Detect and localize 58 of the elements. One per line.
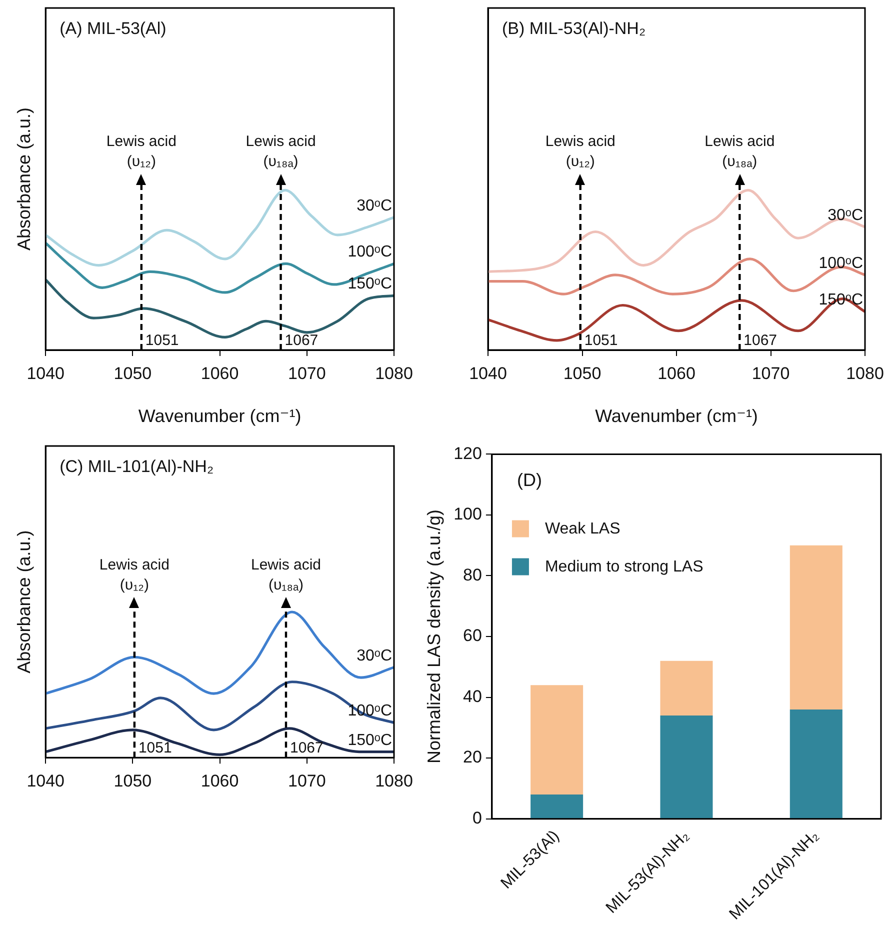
x-tick-label: 1060 xyxy=(200,364,239,383)
y-tick-label: 0 xyxy=(472,808,482,828)
annotation: 1067 xyxy=(284,332,318,349)
x-tick-label: 1080 xyxy=(375,364,413,383)
y-tick-label: 60 xyxy=(463,626,482,646)
chart-title: (A) MIL-53(Al) xyxy=(60,19,166,38)
legend-label: Weak LAS xyxy=(544,520,620,538)
ref-line-label: Lewis acid (υ₁₈ₐ) xyxy=(246,133,316,170)
x-tick-label: 1070 xyxy=(288,771,326,790)
chart-title: (C) MIL-101(Al)-NH₂ xyxy=(60,457,214,476)
x-axis-title: Wavenumber (cm⁻¹) xyxy=(138,406,302,426)
annotation: 1051 xyxy=(145,332,179,349)
y-tick-label: 120 xyxy=(454,444,482,463)
y-axis-title: Absorbance (a.u.) xyxy=(14,107,34,251)
x-tick-label: 1040 xyxy=(26,364,65,383)
y-tick-label: 40 xyxy=(463,686,482,706)
bar xyxy=(790,709,842,818)
chart-title: (B) MIL-53(Al)-NH₂ xyxy=(502,19,646,38)
ref-line-label: Lewis acid (υ₁₈ₐ) xyxy=(704,133,775,170)
annotation: 1051 xyxy=(584,332,618,349)
series-label: 100ᵒC xyxy=(818,254,863,272)
ref-line-label: Lewis acid (υ₁₂) xyxy=(106,133,176,170)
series-label: 30ᵒC xyxy=(828,206,863,224)
x-tick-label: 1060 xyxy=(658,364,696,383)
series-label: 150ᵒC xyxy=(348,732,392,749)
x-tick-label: 1050 xyxy=(114,364,152,383)
series-label: 100ᵒC xyxy=(348,244,392,261)
x-tick-label: 1080 xyxy=(375,771,413,790)
x-tick-label: 1070 xyxy=(752,364,790,383)
series-label: 30ᵒC xyxy=(356,647,392,664)
series-label: 150ᵒC xyxy=(348,276,392,293)
x-tick-label: 1060 xyxy=(200,771,239,790)
legend-label: Medium to strong LAS xyxy=(544,558,704,576)
x-tick-label: 1040 xyxy=(26,771,65,790)
y-tick-label: 100 xyxy=(454,504,482,524)
ref-line-label: Lewis acid (υ₁₂) xyxy=(99,556,170,594)
annotation: 1051 xyxy=(138,740,172,757)
x-axis-title: Wavenumber (cm⁻¹) xyxy=(595,406,758,426)
series-label: 30ᵒC xyxy=(356,197,392,214)
x-tick-label: 1050 xyxy=(114,771,152,790)
bar xyxy=(530,794,584,818)
bar xyxy=(660,716,713,818)
y-axis-title: Absorbance (a.u.) xyxy=(14,530,34,674)
x-tick-label: 1050 xyxy=(563,364,602,383)
y-tick-label: 20 xyxy=(463,748,482,767)
x-tick-label: 1040 xyxy=(469,364,507,383)
annotation: 1067 xyxy=(744,332,778,349)
ref-line-label: Lewis acid (υ₁₂) xyxy=(545,133,616,170)
bar xyxy=(790,545,842,710)
y-tick-label: 80 xyxy=(463,565,482,584)
x-tick-label: 1070 xyxy=(288,364,326,383)
annotation: 1067 xyxy=(290,740,324,757)
text: (D) xyxy=(516,470,542,490)
bar xyxy=(530,685,584,795)
ref-line-label: Lewis acid (υ₁₈ₐ) xyxy=(250,556,322,594)
y-axis-title: Normalized LAS density (a.u./g) xyxy=(424,509,444,764)
x-tick-label: 1080 xyxy=(846,364,884,383)
bar xyxy=(660,660,713,716)
